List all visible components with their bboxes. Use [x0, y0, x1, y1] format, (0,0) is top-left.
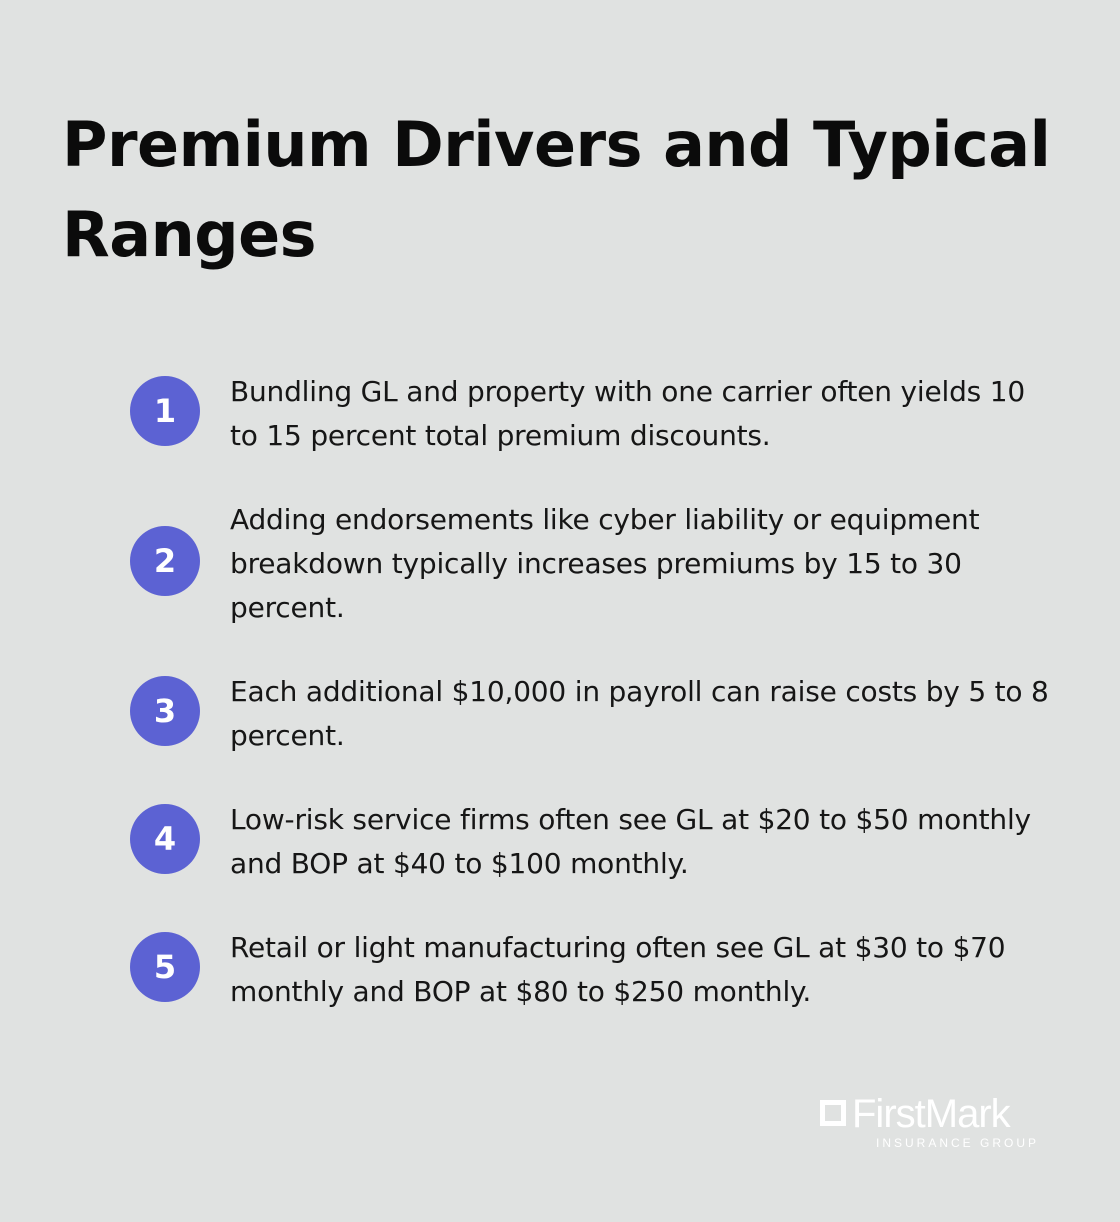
brand-logo: FirstMark INSURANCE GROUP	[818, 1092, 1058, 1156]
list-item-text: Bundling GL and property with one carrie…	[230, 375, 1025, 452]
logo-subtitle: INSURANCE GROUP	[876, 1136, 1040, 1150]
logo-square-icon	[820, 1100, 846, 1126]
list-item-text: Adding endorsements like cyber liability…	[230, 503, 980, 624]
list-item-text: Low-risk service firms often see GL at $…	[230, 803, 1031, 880]
list-item-text: Retail or light manufacturing often see …	[230, 931, 1006, 1008]
number-badge: 1	[130, 376, 200, 446]
page-title: Premium Drivers and Typical Ranges	[62, 108, 1051, 271]
list-item-text: Each additional $10,000 in payroll can r…	[230, 675, 1049, 752]
number-badge: 4	[130, 804, 200, 874]
number-badge: 5	[130, 932, 200, 1002]
logo-name: FirstMark	[852, 1092, 1011, 1136]
number-badge: 3	[130, 676, 200, 746]
number-badge: 2	[130, 526, 200, 596]
